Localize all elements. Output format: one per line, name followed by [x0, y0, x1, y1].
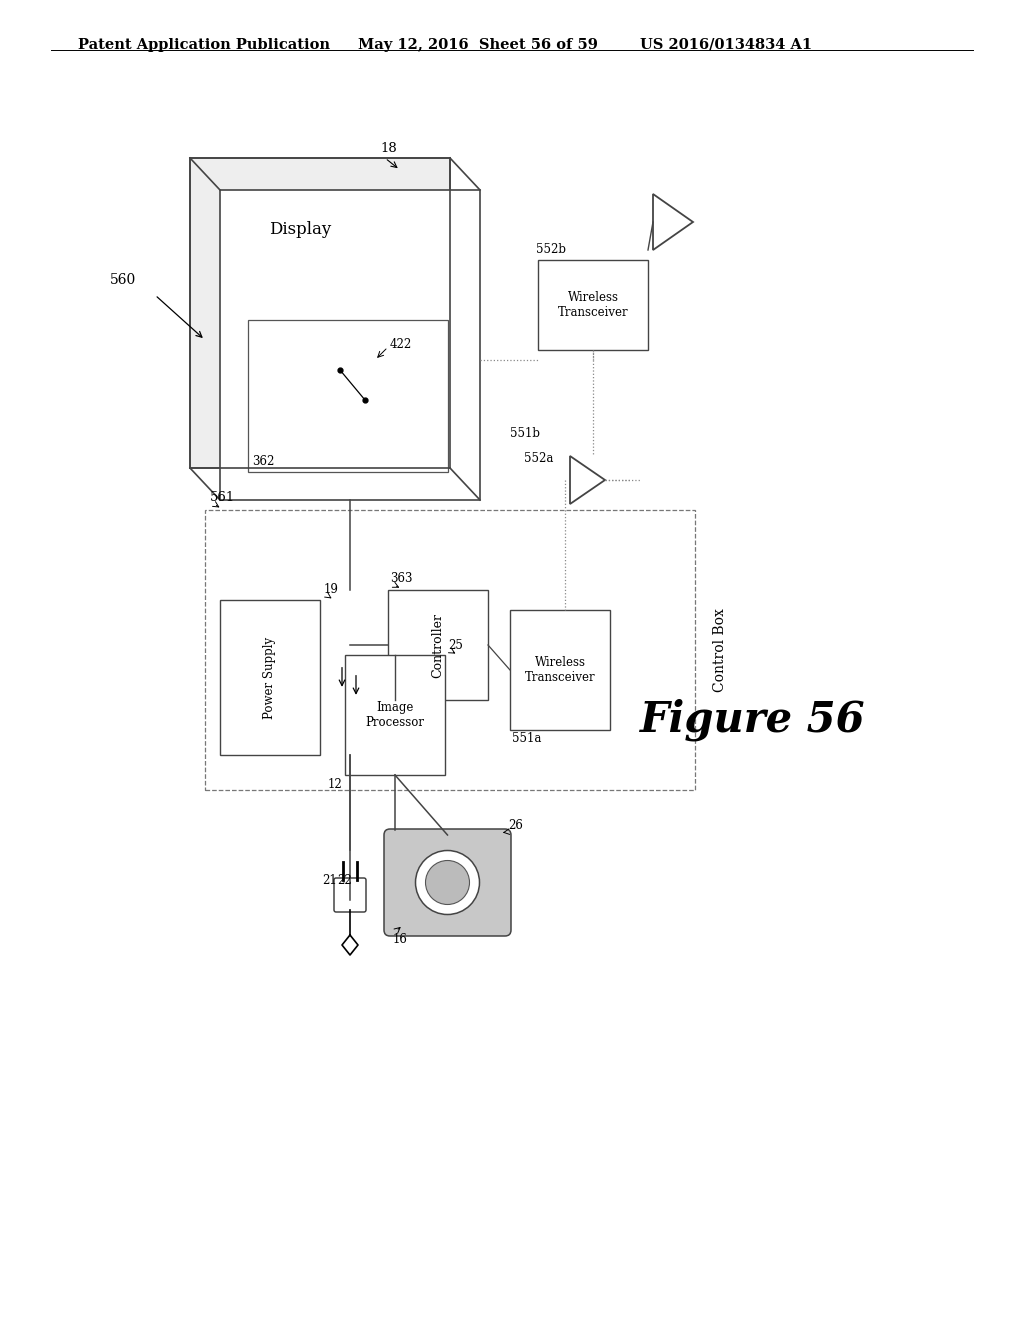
Text: 551b: 551b: [510, 426, 540, 440]
Text: 363: 363: [390, 572, 413, 585]
Text: Patent Application Publication: Patent Application Publication: [78, 38, 330, 51]
Circle shape: [426, 861, 469, 904]
Text: 18: 18: [380, 143, 396, 154]
Text: 552a: 552a: [524, 451, 553, 465]
Text: 21: 21: [322, 874, 337, 887]
Bar: [538, 260, 648, 350]
Text: Image
Processor: Image Processor: [366, 701, 425, 729]
Text: 362: 362: [252, 455, 274, 469]
Text: Controller: Controller: [431, 612, 444, 677]
Text: Figure 56: Figure 56: [640, 698, 865, 742]
Bar: [510, 610, 610, 730]
Text: Wireless
Transceiver: Wireless Transceiver: [524, 656, 595, 684]
Text: Control Box: Control Box: [713, 609, 727, 692]
Text: 16: 16: [393, 933, 408, 946]
Text: Display: Display: [269, 222, 331, 239]
Text: US 2016/0134834 A1: US 2016/0134834 A1: [640, 38, 812, 51]
Bar: [220, 601, 319, 755]
Bar: [248, 319, 449, 473]
Text: Power Supply: Power Supply: [263, 636, 276, 718]
Circle shape: [416, 850, 479, 915]
Text: Wireless
Transceiver: Wireless Transceiver: [558, 290, 629, 319]
Text: 19: 19: [324, 583, 339, 597]
Bar: [345, 655, 445, 775]
Text: 12: 12: [328, 777, 342, 791]
Text: May 12, 2016  Sheet 56 of 59: May 12, 2016 Sheet 56 of 59: [358, 38, 598, 51]
Bar: [388, 590, 488, 700]
Bar: [205, 510, 695, 789]
Bar: [190, 158, 450, 469]
FancyBboxPatch shape: [334, 878, 366, 912]
Text: 422: 422: [390, 338, 413, 351]
Bar: [220, 190, 480, 500]
Text: 561: 561: [210, 491, 236, 504]
Text: 25: 25: [449, 639, 463, 652]
FancyBboxPatch shape: [384, 829, 511, 936]
Text: 22: 22: [337, 874, 352, 887]
Text: 552b: 552b: [536, 243, 566, 256]
Text: 560: 560: [110, 273, 136, 286]
Text: 551a: 551a: [512, 733, 542, 744]
Text: 26: 26: [508, 818, 523, 832]
